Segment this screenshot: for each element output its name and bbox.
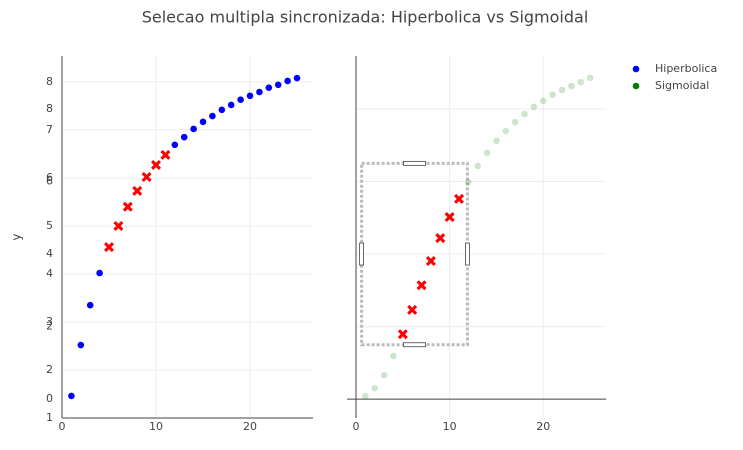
point — [371, 384, 379, 392]
legend-marker — [632, 82, 640, 90]
selected-point — [397, 329, 408, 340]
point — [493, 137, 500, 145]
x-tick-label: 10 — [443, 420, 457, 433]
y-tick-label: 0 — [46, 392, 53, 405]
selected-point — [151, 159, 162, 170]
point — [227, 101, 235, 109]
y-tick-label: 6 — [46, 175, 53, 188]
point — [390, 352, 397, 360]
point — [586, 74, 594, 82]
y-tick-label: 4 — [46, 247, 53, 260]
selected-point — [104, 242, 115, 253]
selected-point — [141, 171, 152, 182]
point — [180, 133, 188, 141]
y-tick-label: 5 — [46, 219, 53, 232]
point — [96, 269, 103, 277]
y-tick-label: 2 — [46, 363, 53, 376]
x-tick-label: 0 — [353, 420, 360, 433]
point — [465, 178, 472, 186]
selected-point — [160, 149, 171, 160]
x-tick-label: 10 — [149, 420, 163, 433]
point — [474, 162, 482, 170]
selection-handle — [403, 160, 426, 166]
y-tick-label: 4 — [46, 267, 53, 280]
point — [502, 127, 510, 135]
selection-handle — [359, 242, 365, 266]
y-tick-label: 8 — [46, 102, 53, 115]
y-tick-label: 8 — [46, 75, 53, 88]
selected-point — [407, 304, 418, 315]
point — [68, 392, 75, 400]
selected-point — [416, 280, 427, 291]
selection-handle — [403, 342, 426, 348]
point — [530, 103, 538, 111]
point — [256, 88, 263, 96]
point — [293, 74, 301, 82]
y-tick-label: 3 — [46, 315, 53, 328]
point — [549, 91, 556, 99]
point — [539, 97, 547, 105]
y-tick-label: 1 — [46, 411, 53, 424]
point — [521, 110, 528, 118]
x-tick-label: 0 — [59, 420, 66, 433]
selected-point — [444, 212, 455, 223]
selected-point — [435, 233, 446, 244]
point — [86, 301, 94, 309]
legend-marker — [632, 65, 640, 73]
selected-point — [453, 193, 464, 204]
selected-point — [122, 201, 133, 212]
point — [190, 125, 197, 133]
y-tick-label: 2 — [46, 320, 53, 333]
point — [171, 141, 179, 149]
x-tick-label: 20 — [536, 420, 550, 433]
point — [237, 96, 244, 103]
point — [77, 341, 85, 349]
point — [265, 84, 273, 91]
legend-label: Hiperbolica — [655, 62, 717, 75]
point — [209, 112, 216, 120]
point — [380, 371, 388, 379]
point — [284, 77, 291, 85]
selection-handle — [465, 242, 470, 266]
y-tick-label: 7 — [46, 123, 53, 136]
chart-title: Selecao multipla sincronizada: Hiperboli… — [142, 8, 589, 27]
point — [246, 92, 254, 100]
x-tick-label: 20 — [243, 420, 257, 433]
point — [558, 86, 566, 94]
point — [199, 118, 207, 126]
y-tick-label: 6 — [46, 171, 53, 184]
point — [362, 392, 369, 400]
selected-point — [132, 185, 143, 196]
y-axis-label: y — [10, 233, 24, 240]
point — [483, 149, 491, 157]
point — [511, 118, 519, 126]
legend-label: Sigmoidal — [655, 79, 709, 92]
selected-point — [425, 255, 436, 266]
point — [218, 106, 226, 114]
point — [274, 81, 282, 89]
point — [568, 82, 575, 90]
point — [577, 78, 585, 86]
selected-point — [113, 220, 124, 231]
